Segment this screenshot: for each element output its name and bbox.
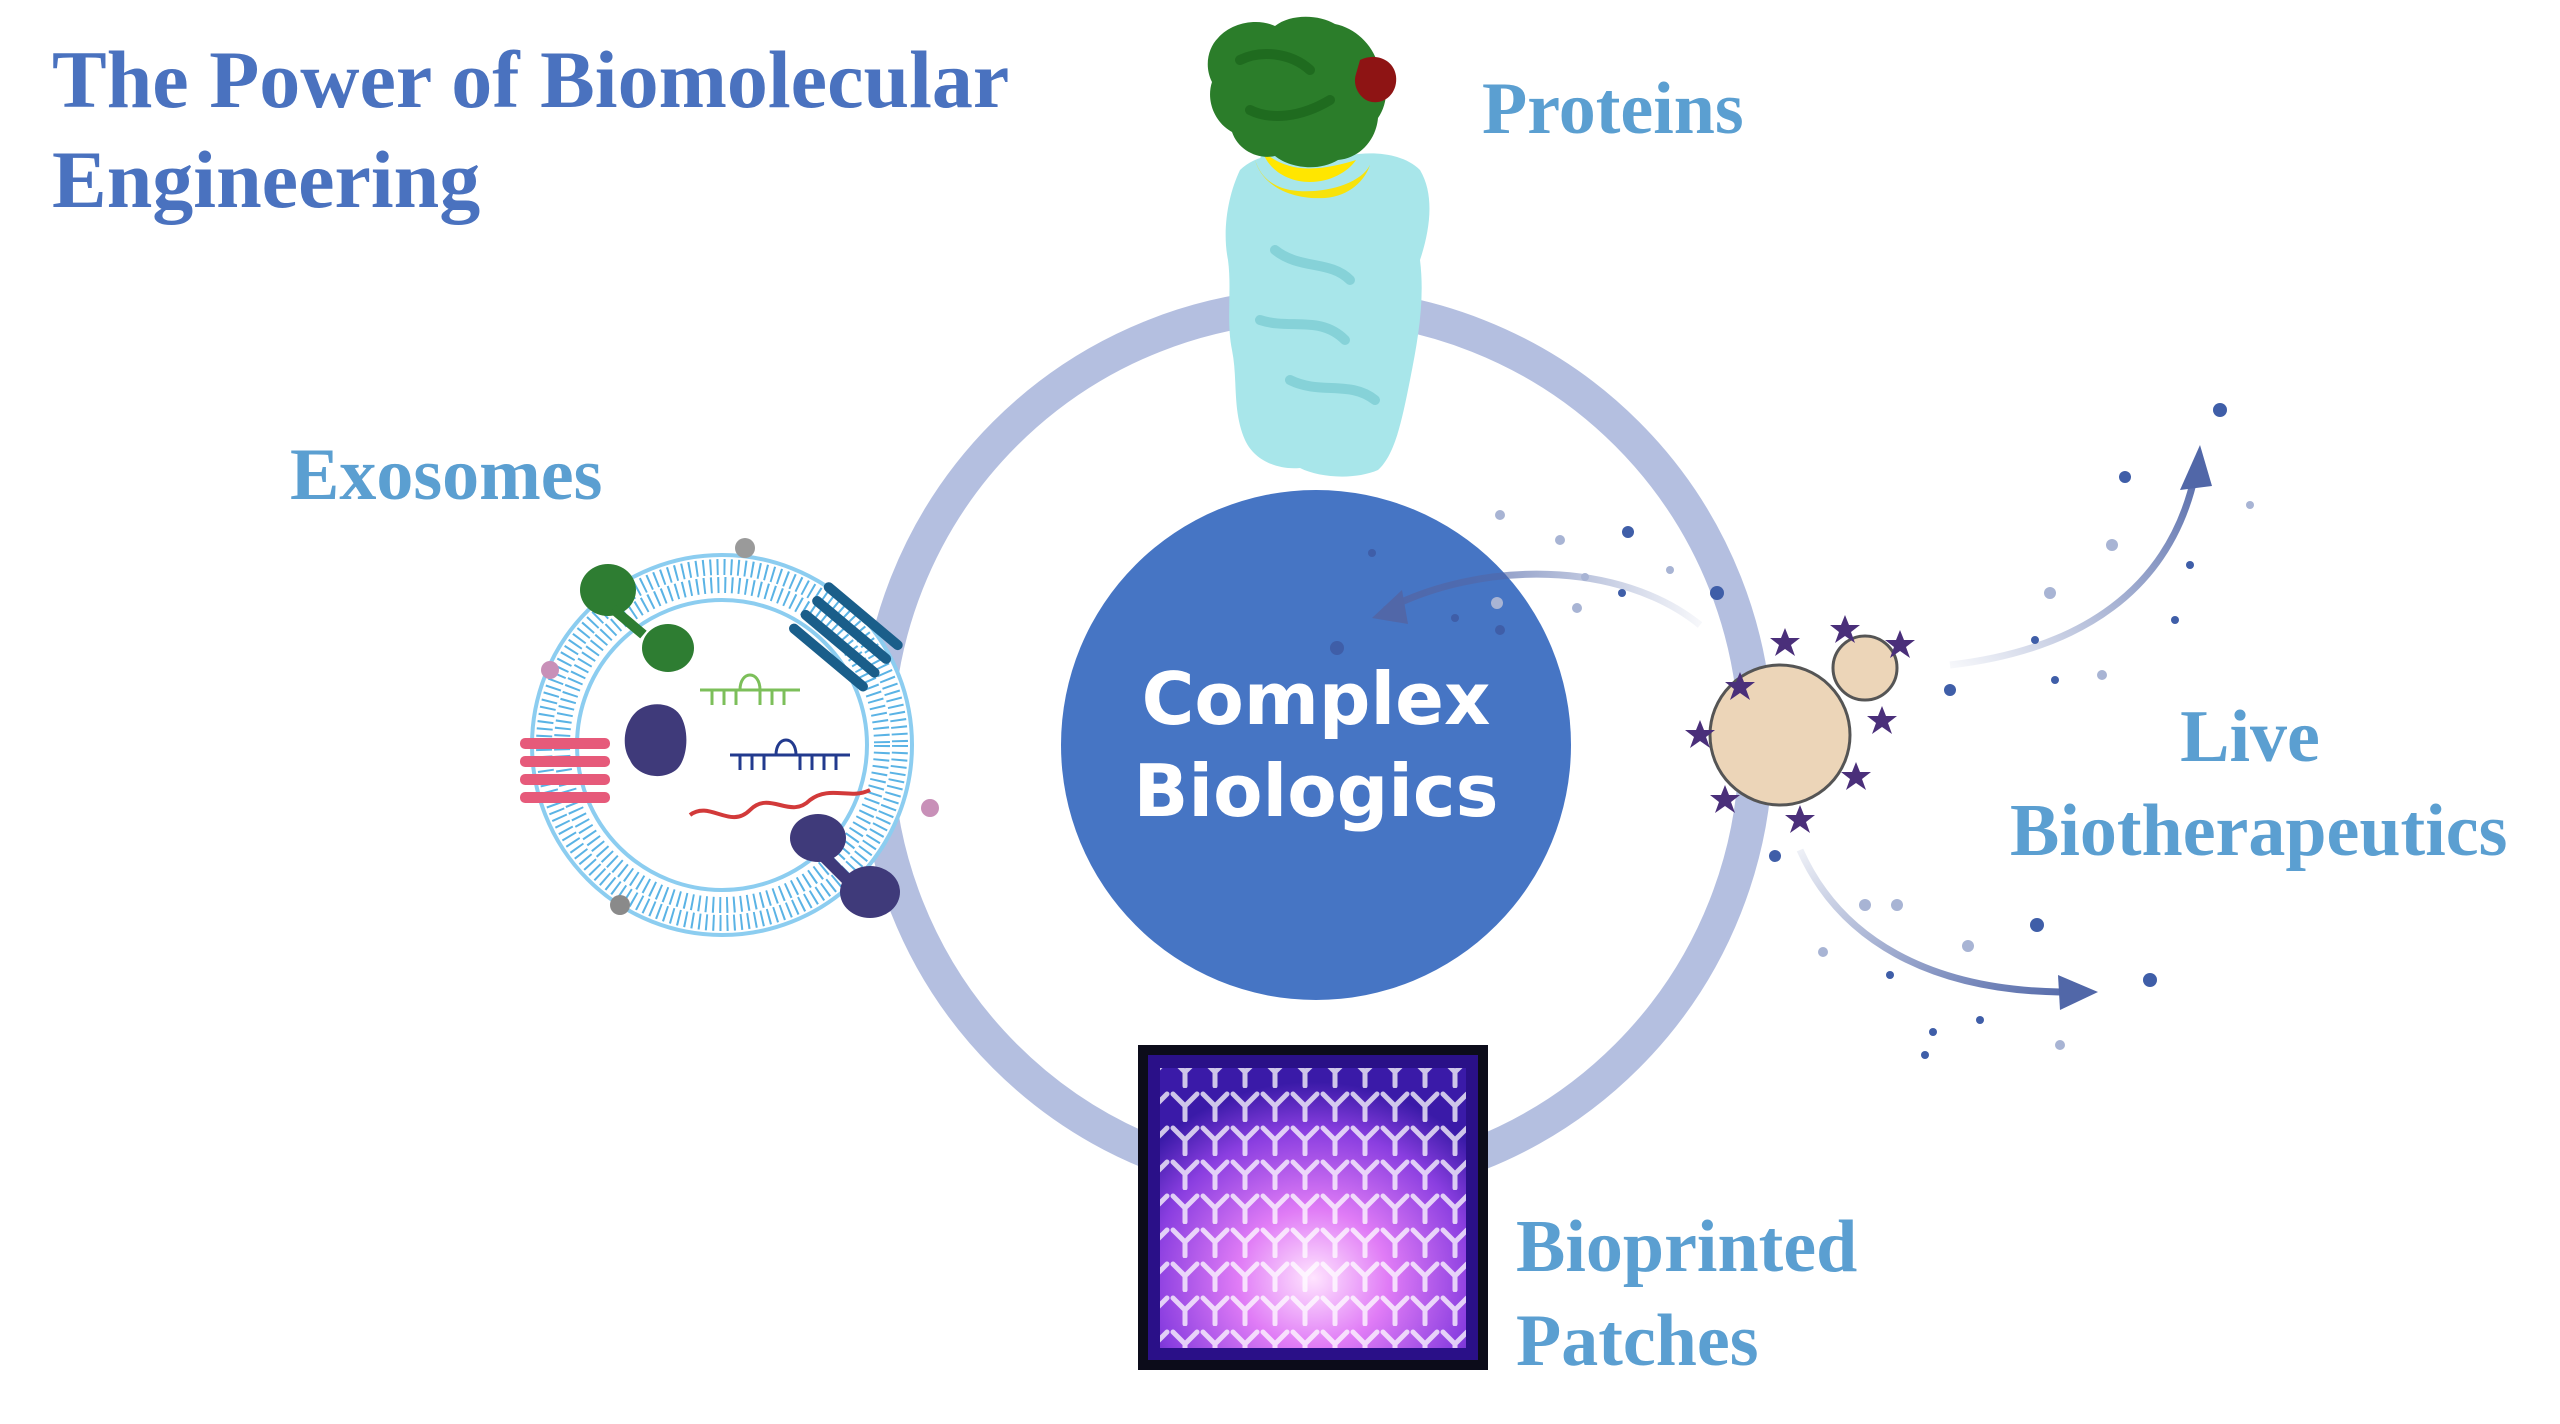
label-live-line-2: Biotherapeutics: [2010, 790, 2508, 872]
center-label-line-2: Biologics: [1133, 749, 1499, 833]
center-label-line-1: Complex: [1141, 657, 1491, 741]
label-proteins-text: Proteins: [1482, 68, 1744, 150]
center-circle: [1061, 490, 1571, 1000]
protein-structure-icon: [1207, 16, 1430, 485]
exosome-icon: [520, 538, 939, 937]
bioprinted-patch-icon: [1138, 1045, 1488, 1370]
label-bioprinted-patches: Bioprinted Patches: [1516, 1200, 1857, 1388]
page-title: The Power of Biomolecular Engineering: [52, 30, 1009, 230]
yeast-cell-icon: [1685, 615, 1915, 833]
particles: [1330, 403, 2254, 1059]
title-line-2: Engineering: [52, 134, 481, 225]
label-live-biotherapeutics: Live Biotherapeutics: [2010, 690, 2508, 878]
secretion-arrows: [1372, 445, 2212, 1010]
label-bioprinted-line-2: Patches: [1516, 1300, 1759, 1382]
label-exosomes: Exosomes: [290, 428, 602, 522]
label-live-line-1: Live: [2180, 696, 2320, 778]
label-exosomes-text: Exosomes: [290, 434, 603, 516]
label-bioprinted-line-1: Bioprinted: [1516, 1206, 1858, 1288]
center-label: Complex Biologics: [1061, 505, 1571, 985]
title-line-1: The Power of Biomolecular: [52, 34, 1010, 125]
label-proteins: Proteins: [1482, 62, 1744, 156]
